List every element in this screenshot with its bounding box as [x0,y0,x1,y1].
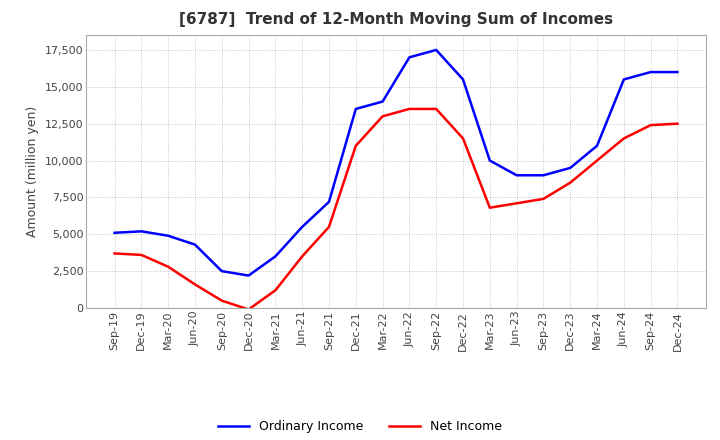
Net Income [566,180,575,185]
Ordinary Income [110,230,119,235]
Net Income [513,201,521,206]
Net Income [459,136,467,141]
Line: Net Income: Net Income [114,109,678,309]
Y-axis label: Amount (million yen): Amount (million yen) [27,106,40,237]
Title: [6787]  Trend of 12-Month Moving Sum of Incomes: [6787] Trend of 12-Month Moving Sum of I… [179,12,613,27]
Ordinary Income [459,77,467,82]
Net Income [619,136,628,141]
Net Income [217,298,226,303]
Net Income [298,254,307,259]
Ordinary Income [325,199,333,205]
Ordinary Income [271,254,279,259]
Ordinary Income [405,55,414,60]
Net Income [271,288,279,293]
Line: Ordinary Income: Ordinary Income [114,50,678,275]
Net Income [325,224,333,230]
Ordinary Income [485,158,494,163]
Ordinary Income [217,268,226,274]
Ordinary Income [593,143,601,148]
Net Income [110,251,119,256]
Ordinary Income [647,70,655,75]
Net Income [593,158,601,163]
Ordinary Income [351,106,360,112]
Net Income [137,252,145,257]
Ordinary Income [137,229,145,234]
Net Income [244,307,253,312]
Ordinary Income [539,172,548,178]
Net Income [432,106,441,112]
Ordinary Income [432,48,441,53]
Ordinary Income [244,273,253,278]
Net Income [405,106,414,112]
Ordinary Income [191,242,199,247]
Ordinary Income [566,165,575,171]
Net Income [485,205,494,210]
Ordinary Income [513,172,521,178]
Net Income [191,282,199,287]
Legend: Ordinary Income, Net Income: Ordinary Income, Net Income [213,415,507,438]
Net Income [351,143,360,148]
Ordinary Income [378,99,387,104]
Ordinary Income [673,70,682,75]
Ordinary Income [164,233,173,238]
Net Income [164,264,173,269]
Net Income [647,122,655,128]
Net Income [673,121,682,126]
Ordinary Income [619,77,628,82]
Ordinary Income [298,224,307,230]
Net Income [539,196,548,202]
Net Income [378,114,387,119]
